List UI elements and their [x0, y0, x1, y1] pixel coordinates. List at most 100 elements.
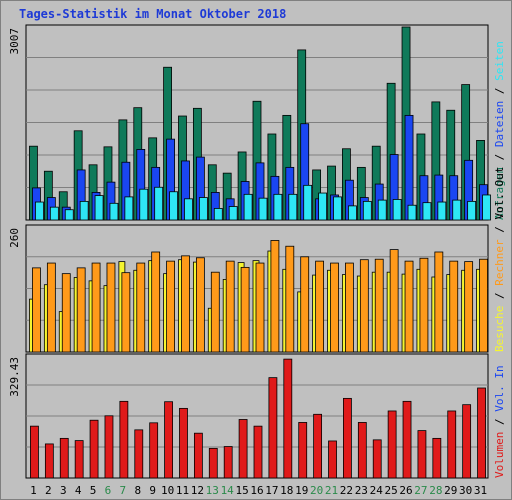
bar-rechner-day-16	[255, 262, 265, 353]
bar-seiten-day-2	[49, 206, 59, 221]
bar-seiten-day-18	[288, 193, 298, 221]
bar-volumen-day-1	[30, 425, 39, 479]
bar-volumen-day-18	[283, 358, 293, 479]
bar-volumen-day-11	[179, 407, 188, 479]
x-tick-label: 30	[459, 484, 472, 497]
x-tick-label: 6	[105, 484, 112, 497]
bar-rechner-day-18	[285, 245, 295, 353]
x-tick-label: 19	[295, 484, 308, 497]
bar-seiten-day-29	[452, 199, 462, 221]
bar-seiten-day-26	[407, 204, 417, 221]
x-tick-label: 13	[206, 484, 219, 497]
x-tick-label: 10	[161, 484, 174, 497]
bar-rechner-day-10	[166, 260, 175, 353]
bar-rechner-day-5	[91, 262, 101, 353]
bar-volumen-day-28	[432, 437, 442, 479]
bar-seiten-day-12	[198, 197, 208, 221]
bar-seiten-day-25	[392, 199, 402, 221]
x-tick-label: 29	[444, 484, 457, 497]
bar-seiten-day-3	[64, 209, 74, 221]
legend-entry: Besuche	[493, 306, 506, 352]
x-tick-label: 14	[221, 484, 235, 497]
legend-entry: /	[493, 81, 506, 101]
bar-volumen-day-19	[298, 422, 308, 479]
bar-seiten-day-20	[318, 192, 328, 221]
bar-volumen-day-24	[372, 439, 382, 479]
bar-volumen-day-27	[417, 430, 427, 479]
x-tick-label: 25	[385, 484, 398, 497]
bar-rechner-day-27	[419, 257, 429, 353]
bar-rechner-day-22	[345, 262, 354, 353]
bar-volumen-day-20	[313, 413, 323, 479]
bar-rechner-day-14	[225, 260, 235, 353]
bar-volumen-day-8	[134, 429, 144, 479]
bar-rechner-day-31	[479, 258, 488, 353]
bar-rechner-day-8	[136, 262, 146, 353]
bar-seiten-day-17	[273, 193, 283, 221]
bar-rechner-day-3	[61, 273, 71, 353]
x-tick-label: 9	[149, 484, 156, 497]
bar-volumen-day-10	[164, 401, 173, 479]
x-tick-label: 27	[414, 484, 427, 497]
x-tick-label: 4	[75, 484, 82, 497]
bar-seiten-day-24	[377, 199, 387, 221]
legend-entry: Vol. Out	[493, 167, 506, 220]
bar-volumen-day-26	[402, 400, 412, 479]
bar-rechner-day-2	[46, 262, 56, 353]
bar-seiten-day-5	[94, 195, 104, 221]
bar-volumen-day-22	[343, 397, 352, 479]
x-tick-label: 5	[90, 484, 97, 497]
bar-rechner-day-21	[330, 262, 339, 353]
bar-rechner-day-29	[449, 260, 459, 353]
bar-rechner-day-1	[32, 267, 41, 353]
legend-entry: Rechner	[493, 239, 506, 286]
bar-rechner-day-15	[240, 266, 250, 353]
bar-rechner-day-23	[359, 259, 369, 353]
x-tick-label: 17	[265, 484, 278, 497]
legend-entry: /	[493, 412, 506, 432]
x-tick-label: 16	[250, 484, 263, 497]
bar-dateien-day-26	[404, 114, 414, 221]
bar-seiten-day-19	[303, 184, 313, 221]
legend-entry: Dateien	[493, 101, 506, 147]
bar-rechner-day-6	[106, 262, 116, 353]
x-tick-label: 8	[134, 484, 141, 497]
legend-entry: Volumen	[493, 432, 506, 478]
bar-seiten-day-21	[333, 196, 342, 221]
bar-rechner-day-11	[181, 255, 190, 353]
bar-seiten-day-11	[184, 198, 193, 221]
x-tick-label: 22	[340, 484, 353, 497]
bar-volumen-day-14	[223, 446, 233, 479]
bar-seiten-day-16	[258, 197, 268, 221]
bar-seiten-day-6	[109, 202, 119, 221]
bar-rechner-day-17	[270, 240, 280, 353]
bar-volumen-day-21	[328, 440, 337, 479]
bar-seiten-day-8	[139, 188, 149, 221]
legend-entry: Anfragen	[493, 167, 506, 220]
x-tick-label: 26	[399, 484, 412, 497]
legend-entry: /	[493, 286, 506, 306]
x-tick-label: 12	[191, 484, 204, 497]
legend-entry: /	[493, 220, 506, 240]
bar-volumen-day-4	[74, 440, 84, 479]
bar-rechner-day-9	[151, 251, 161, 353]
x-tick-label: 11	[176, 484, 189, 497]
bar-seiten-day-31	[482, 194, 491, 221]
x-tick-label: 18	[280, 484, 293, 497]
x-tick-label: 31	[474, 484, 487, 497]
legend-entry: Vol. In	[493, 365, 506, 411]
bar-rechner-day-28	[434, 251, 444, 353]
bar-seiten-day-13	[213, 208, 223, 221]
x-tick-label: 1	[30, 484, 37, 497]
y-max-label: 329.43	[8, 357, 21, 397]
bar-rechner-day-30	[464, 261, 474, 353]
bar-seiten-day-28	[437, 201, 447, 221]
bar-volumen-day-5	[89, 419, 99, 479]
bar-volumen-day-15	[238, 419, 248, 479]
bar-volumen-day-29	[447, 410, 457, 479]
x-tick-label: 21	[325, 484, 338, 497]
legend-entry: Seiten	[493, 41, 506, 81]
bar-volumen-day-2	[44, 443, 54, 479]
bar-seiten-day-23	[362, 200, 372, 221]
bar-seiten-day-14	[228, 206, 238, 221]
